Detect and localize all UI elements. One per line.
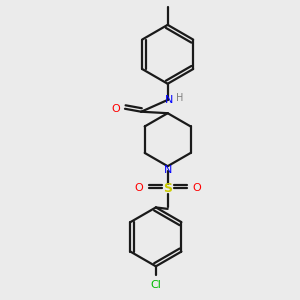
Text: O: O — [193, 183, 201, 193]
Text: Cl: Cl — [151, 280, 161, 290]
Text: H: H — [176, 94, 184, 103]
Text: N: N — [164, 165, 172, 175]
Text: S: S — [163, 182, 172, 195]
Text: N: N — [165, 95, 173, 105]
Text: O: O — [134, 183, 142, 193]
Text: O: O — [112, 104, 121, 114]
